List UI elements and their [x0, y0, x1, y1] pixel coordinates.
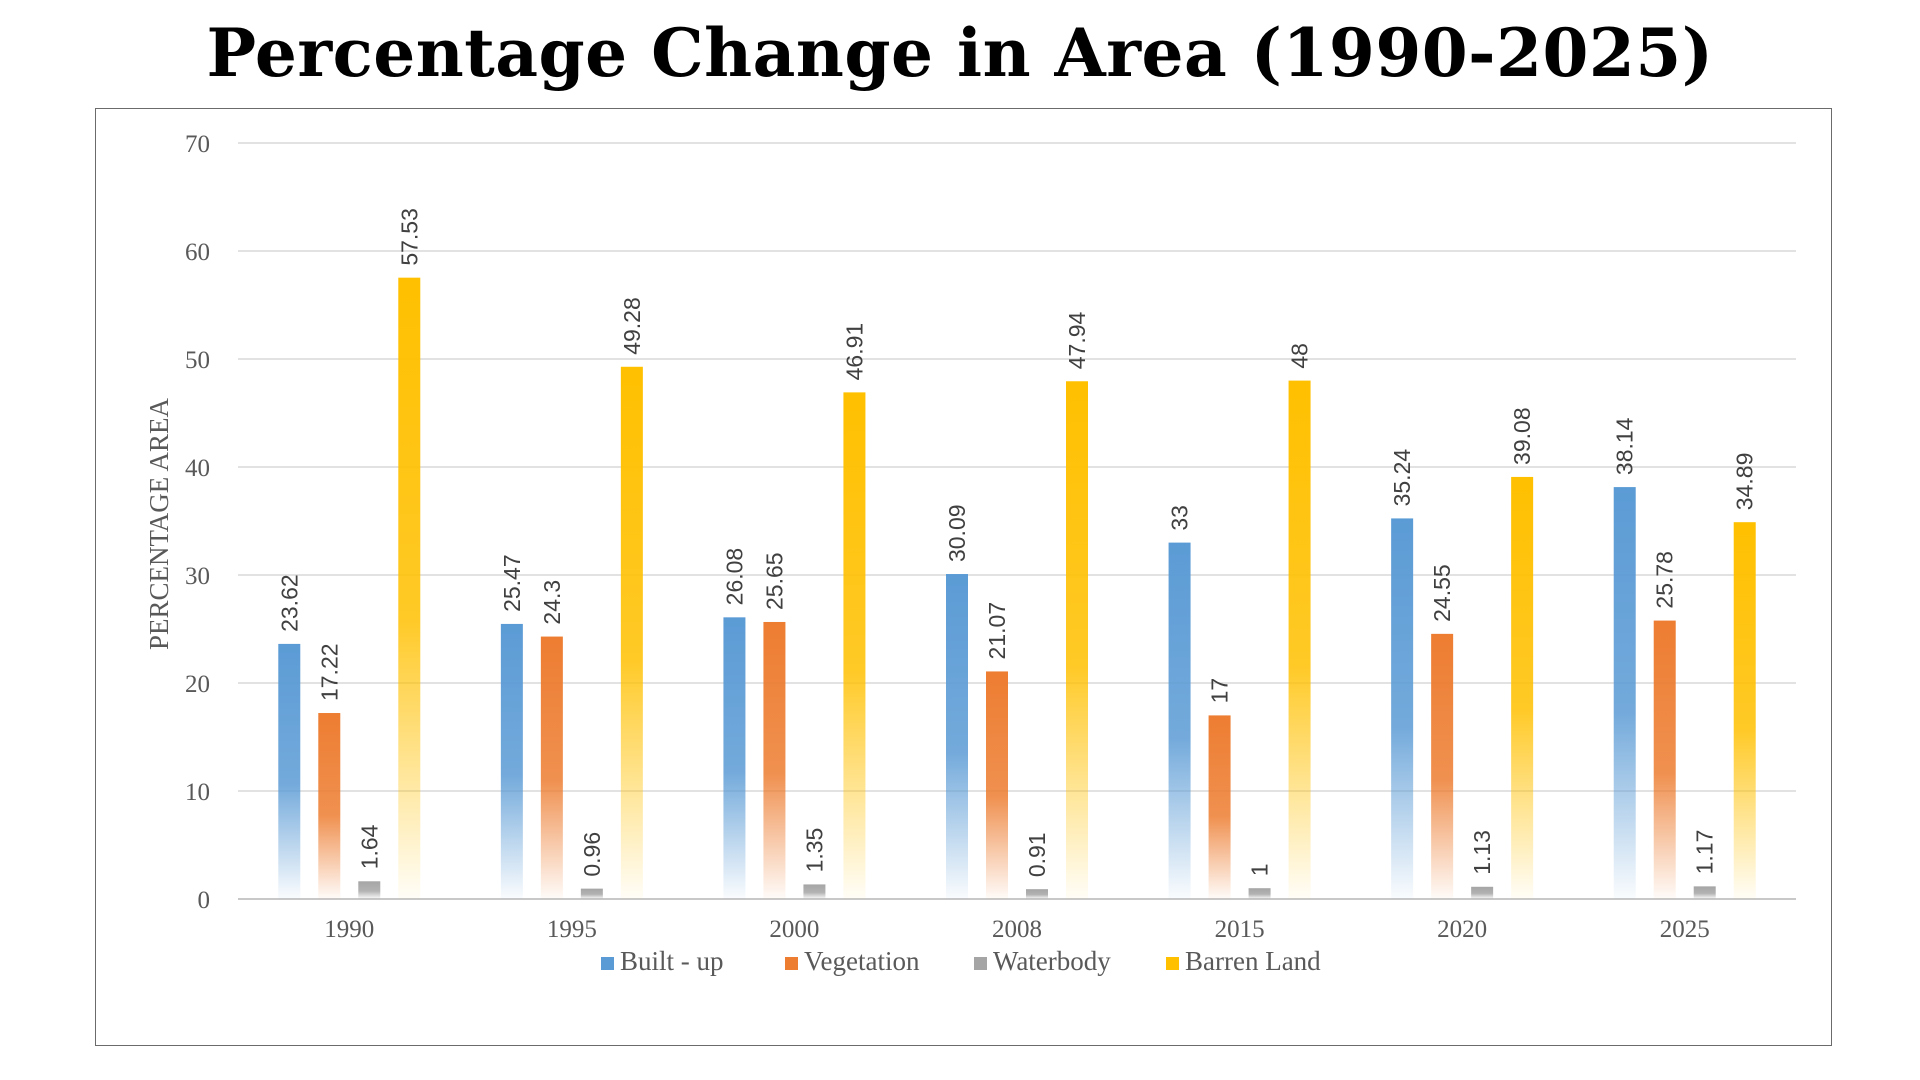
- x-tick-label: 2000: [769, 916, 819, 943]
- y-tick-label: 0: [198, 887, 211, 914]
- legend: Built - up Vegetation Waterbody Barren Land: [601, 946, 1321, 976]
- data-label: 33: [1167, 505, 1193, 531]
- data-label: 25.78: [1652, 551, 1678, 609]
- data-label: 57.53: [396, 208, 422, 266]
- legend-swatch-vegetation: [785, 957, 798, 970]
- x-tick-label: 2020: [1437, 916, 1487, 943]
- bar-vegetation-1995: [540, 636, 563, 899]
- x-tick-label: 1990: [324, 916, 374, 943]
- legend-swatch-barren-land: [1166, 957, 1179, 970]
- bar-barren-land-1995: [620, 366, 643, 899]
- bar-built-up-2015: [1168, 542, 1191, 899]
- bar-barren-land-2008: [1066, 381, 1088, 899]
- bar-built-up-1990: [278, 643, 301, 899]
- x-tick-label: 1995: [547, 916, 597, 943]
- legend-label-waterbody: Waterbody: [993, 946, 1111, 976]
- data-label: 17.22: [316, 643, 342, 701]
- bar-barren-land-2015: [1288, 380, 1311, 900]
- data-label: 47.94: [1064, 311, 1090, 369]
- data-label: 38.14: [1612, 417, 1638, 475]
- data-label: 0.96: [579, 832, 605, 877]
- data-label: 21.07: [984, 602, 1010, 660]
- bar-built-up-2008: [946, 574, 968, 899]
- data-label: 1.64: [356, 824, 382, 869]
- y-tick-label: 50: [185, 347, 210, 374]
- bar-barren-land-1990: [398, 277, 421, 899]
- data-label: 17: [1207, 678, 1233, 704]
- data-label: 26.08: [721, 548, 747, 606]
- data-label: 1.13: [1469, 830, 1495, 875]
- legend-swatch-waterbody: [974, 957, 987, 970]
- x-tick-label: 2008: [992, 916, 1042, 943]
- bar-waterbody-2008: [1026, 889, 1048, 899]
- data-label: 1: [1247, 863, 1273, 876]
- y-tick-label: 20: [185, 671, 210, 698]
- data-label: 1.17: [1692, 830, 1718, 875]
- gridlines: [238, 142, 1796, 900]
- data-label: 35.24: [1389, 449, 1415, 507]
- bar-waterbody-1990: [358, 881, 381, 899]
- x-tick-label: 2025: [1660, 916, 1710, 943]
- bar-waterbody-2020: [1471, 886, 1494, 899]
- data-label: 24.3: [539, 580, 565, 625]
- data-label: 25.65: [761, 552, 787, 610]
- data-label: 25.47: [499, 554, 525, 612]
- bar-barren-land-2020: [1511, 476, 1534, 899]
- y-tick-label: 10: [185, 779, 210, 806]
- legend-label-barren-land: Barren Land: [1185, 946, 1321, 976]
- y-axis-ticks: 0 10 20 30 40 50 60 70: [185, 131, 210, 914]
- bar-vegetation-1990: [318, 713, 341, 899]
- data-label: 30.09: [944, 504, 970, 562]
- bar-waterbody-2015: [1248, 888, 1271, 899]
- data-labels: 23.62 17.22 1.64 57.53 25.47 24.3 0.96 49.28 26.…: [276, 208, 1757, 877]
- legend-label-built-up: Built - up: [620, 946, 724, 976]
- data-label: 39.08: [1509, 407, 1535, 465]
- x-tick-label: 2015: [1215, 916, 1265, 943]
- chart-frame: 0 10 20 30 40 50 60 70 PERCENTAGE AREA 23.62 17.…: [95, 108, 1832, 1046]
- y-tick-label: 60: [185, 239, 210, 266]
- y-axis-label: PERCENTAGE AREA: [144, 397, 174, 650]
- bar-built-up-2020: [1391, 518, 1414, 899]
- bar-built-up-2000: [723, 617, 746, 899]
- bar-waterbody-1995: [580, 888, 603, 899]
- bar-barren-land-2025: [1733, 522, 1756, 899]
- bar-vegetation-2025: [1653, 620, 1676, 899]
- x-axis-ticks: 1990 1995 2000 2008 2015 2020 2025: [324, 916, 1709, 943]
- bar-built-up-2025: [1613, 487, 1636, 899]
- bar-vegetation-2015: [1208, 715, 1231, 899]
- chart-title: Percentage Change in Area (1990-2025): [206, 14, 1714, 92]
- y-tick-label: 40: [185, 455, 210, 482]
- y-tick-label: 30: [185, 563, 210, 590]
- bars: [278, 277, 1756, 900]
- legend-label-vegetation: Vegetation: [804, 946, 920, 976]
- bar-vegetation-2020: [1431, 633, 1454, 899]
- bar-chart: 0 10 20 30 40 50 60 70 PERCENTAGE AREA 23.62 17.…: [144, 131, 1796, 976]
- data-label: 48: [1287, 343, 1313, 369]
- data-label: 49.28: [619, 297, 645, 355]
- data-label: 46.91: [841, 323, 867, 381]
- bar-vegetation-2000: [763, 621, 786, 899]
- data-label: 34.89: [1732, 453, 1758, 511]
- data-label: 0.91: [1024, 832, 1050, 877]
- data-label: 23.62: [276, 574, 302, 632]
- data-label: 24.55: [1429, 564, 1455, 622]
- bar-barren-land-2000: [843, 392, 866, 899]
- y-tick-label: 70: [185, 131, 210, 158]
- bar-vegetation-2008: [986, 671, 1008, 899]
- legend-swatch-built-up: [601, 957, 614, 970]
- data-label: 1.35: [801, 828, 827, 873]
- bar-waterbody-2025: [1693, 886, 1716, 899]
- bar-built-up-1995: [500, 623, 523, 899]
- bar-waterbody-2000: [803, 884, 826, 899]
